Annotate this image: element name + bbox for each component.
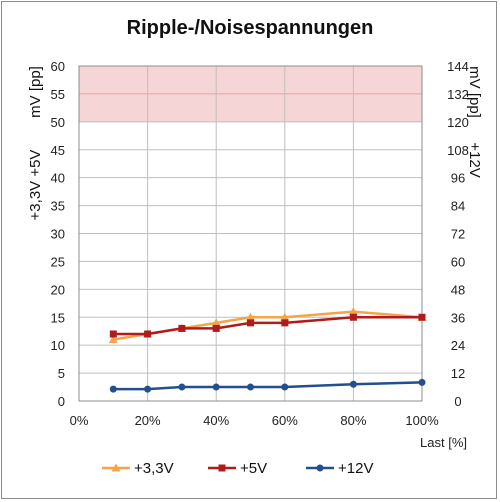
y-right-tick-label: 36	[451, 310, 465, 325]
y-right-label-top: mV [pp]	[466, 66, 483, 118]
y-right-label-bottom: +12V	[466, 142, 483, 177]
data-point	[178, 324, 186, 332]
series-line	[113, 381, 423, 391]
y-left-label-bottom: +3,3V +5V	[27, 150, 44, 221]
x-axis-title: Last [%]	[420, 435, 467, 450]
data-point	[349, 380, 357, 388]
x-tick-label: 80%	[340, 413, 366, 428]
y-right-tick-label: 0	[454, 394, 461, 409]
series-line	[113, 310, 423, 341]
y-left-tick-label: 35	[51, 199, 65, 214]
y-left-tick-label: 50	[51, 115, 65, 130]
y-left-tick-label: 0	[58, 394, 65, 409]
data-point	[111, 463, 121, 472]
data-point	[348, 307, 358, 316]
data-point	[211, 318, 221, 327]
data-point	[212, 383, 220, 391]
y-right-tick-label: 24	[451, 338, 465, 353]
x-tick-label: 100%	[405, 413, 439, 428]
data-point	[144, 330, 152, 338]
y-left-tick-label: 55	[51, 87, 65, 102]
y-left-tick-label: 5	[58, 366, 65, 381]
y-right-tick-label: 132	[447, 87, 469, 102]
data-point	[212, 324, 220, 332]
y-right-tick-label: 84	[451, 199, 465, 214]
x-tick-label: 0%	[70, 413, 89, 428]
data-point	[246, 312, 255, 321]
y-left-tick-label: 10	[51, 338, 65, 353]
data-point	[247, 383, 254, 391]
y-left-tick-label: 20	[51, 282, 65, 297]
y-right-tick-label: 120	[447, 115, 469, 130]
legend-label: +5V	[240, 460, 267, 477]
data-point	[109, 330, 117, 338]
data-point	[247, 319, 254, 327]
data-point	[144, 385, 152, 393]
y-right-tick-label: 144	[447, 59, 469, 74]
y-left-tick-label: 15	[51, 310, 65, 325]
data-point	[349, 313, 357, 321]
y-right-tick-label: 12	[451, 366, 465, 381]
data-point	[316, 464, 324, 472]
x-tick-label: 60%	[272, 413, 298, 428]
data-point	[418, 378, 426, 386]
data-point	[280, 312, 290, 321]
plot-border	[78, 65, 423, 402]
y-right-tick-label: 108	[447, 143, 469, 158]
data-point	[108, 335, 118, 344]
data-point	[178, 383, 186, 391]
legend-label: +12V	[338, 460, 373, 477]
data-point	[281, 383, 289, 391]
legend: +3,3V +5V +12V	[102, 460, 373, 477]
y-right-tick-label: 96	[451, 171, 465, 186]
y-left-tick-label: 30	[51, 227, 65, 242]
y-left-tick-label: 60	[51, 59, 65, 74]
chart-title: Ripple-/Noisespannungen	[127, 17, 374, 39]
y-right-tick-label: 48	[451, 282, 465, 297]
legend-label: +3,3V	[134, 460, 174, 477]
y-right-tick-label: 72	[451, 227, 465, 242]
y-right-tick-label: 60	[451, 254, 465, 269]
plot-area: 0 0 5 12 10 24 15 36 20 48 25 60 30 72 35 84 40 96 45 108 50…	[51, 59, 469, 428]
data-point	[218, 464, 226, 472]
data-point	[418, 313, 426, 321]
series-line	[113, 316, 422, 336]
x-tick-label: 20%	[135, 413, 161, 428]
y-left-tick-label: 45	[51, 143, 65, 158]
y-left-tick-label: 40	[51, 171, 65, 186]
y-left-label-top: mV [pp]	[27, 66, 44, 118]
data-point	[109, 385, 117, 393]
x-tick-label: 40%	[203, 413, 229, 428]
data-point	[281, 319, 289, 327]
y-left-tick-label: 25	[51, 254, 65, 269]
